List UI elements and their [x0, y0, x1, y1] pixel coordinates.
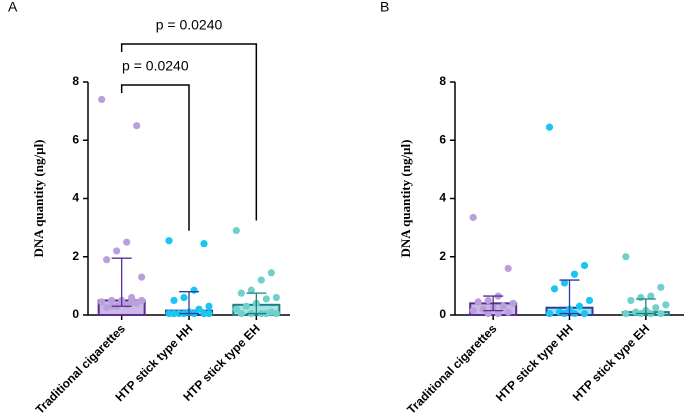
data-point: [138, 273, 146, 281]
data-point: [180, 293, 188, 302]
data-point: [657, 283, 665, 291]
data-point: [494, 309, 502, 318]
data-point: [474, 298, 482, 306]
data-point: [195, 305, 203, 313]
data-point: [662, 301, 670, 309]
data-point: [200, 309, 208, 318]
x-tick-label: HTP stick type HH: [493, 321, 576, 404]
x-tick-label: Traditional cigarettes: [404, 321, 499, 416]
data-point: [170, 309, 178, 318]
data-point: [580, 261, 589, 270]
data-point: [133, 122, 141, 130]
significance-bracket: [120, 43, 258, 221]
data-point: [585, 296, 594, 305]
data-point: [205, 302, 213, 310]
y-tick-label: 0: [72, 307, 79, 321]
x-tick-label: Traditional cigarettes: [33, 321, 128, 416]
data-point: [484, 296, 492, 305]
y-axis-label: DNA quantity (ng/µl): [31, 139, 46, 257]
data-point: [560, 279, 569, 287]
y-tick-label: 0: [439, 307, 446, 321]
significance-label: p = 0.0240: [122, 58, 189, 74]
data-point: [545, 123, 554, 131]
data-point: [262, 295, 270, 303]
data-point: [237, 289, 245, 297]
data-point: [657, 309, 665, 318]
data-point: [570, 270, 579, 278]
data-point: [499, 302, 507, 310]
data-point: [138, 296, 146, 305]
data-point: [272, 309, 280, 318]
data-point: [170, 296, 178, 305]
y-axis-label: DNA quantity (ng/µl): [398, 139, 413, 257]
data-point: [504, 264, 512, 272]
data-point: [509, 299, 517, 307]
data-point: [622, 309, 630, 318]
x-tick-label: HTP stick type EH: [570, 321, 652, 403]
significance-label: p = 0.0240: [156, 17, 223, 33]
data-point: [113, 247, 121, 255]
data-point: [272, 293, 280, 302]
y-tick-label: 8: [439, 74, 446, 88]
data-point: [469, 213, 477, 222]
y-tick-label: 2: [72, 249, 79, 263]
data-point: [637, 293, 645, 302]
data-point: [622, 253, 630, 261]
data-point: [580, 309, 589, 318]
data-point: [200, 240, 208, 248]
data-point: [205, 309, 213, 318]
data-point: [242, 302, 250, 310]
data-point: [103, 256, 111, 264]
data-point: [232, 226, 240, 235]
data-point: [469, 307, 477, 315]
data-point: [267, 269, 275, 277]
data-point: [484, 309, 492, 318]
data-point: [98, 298, 106, 306]
data-point: [627, 296, 635, 305]
data-point: [545, 309, 554, 318]
y-tick-label: 2: [439, 249, 446, 263]
y-tick-label: 4: [72, 191, 79, 205]
data-point: [98, 95, 106, 104]
data-point: [165, 309, 173, 318]
data-point: [257, 276, 265, 284]
data-point: [123, 238, 131, 246]
data-point: [237, 309, 245, 318]
data-point: [190, 286, 198, 294]
data-point: [247, 286, 255, 294]
data-point: [652, 304, 660, 312]
data-point: [108, 296, 116, 305]
data-point: [165, 237, 173, 245]
y-tick-label: 6: [439, 132, 446, 146]
y-tick-label: 8: [72, 74, 79, 88]
data-point: [232, 305, 240, 313]
panel-label: A: [8, 0, 18, 15]
data-point: [128, 298, 136, 306]
panel-label: B: [380, 0, 389, 15]
data-point: [504, 308, 512, 316]
y-tick-label: 4: [439, 191, 446, 205]
y-tick-label: 6: [72, 132, 79, 146]
data-point: [550, 285, 559, 293]
data-point: [575, 302, 584, 310]
significance-bracket: [120, 84, 190, 231]
data-point: [647, 292, 655, 300]
